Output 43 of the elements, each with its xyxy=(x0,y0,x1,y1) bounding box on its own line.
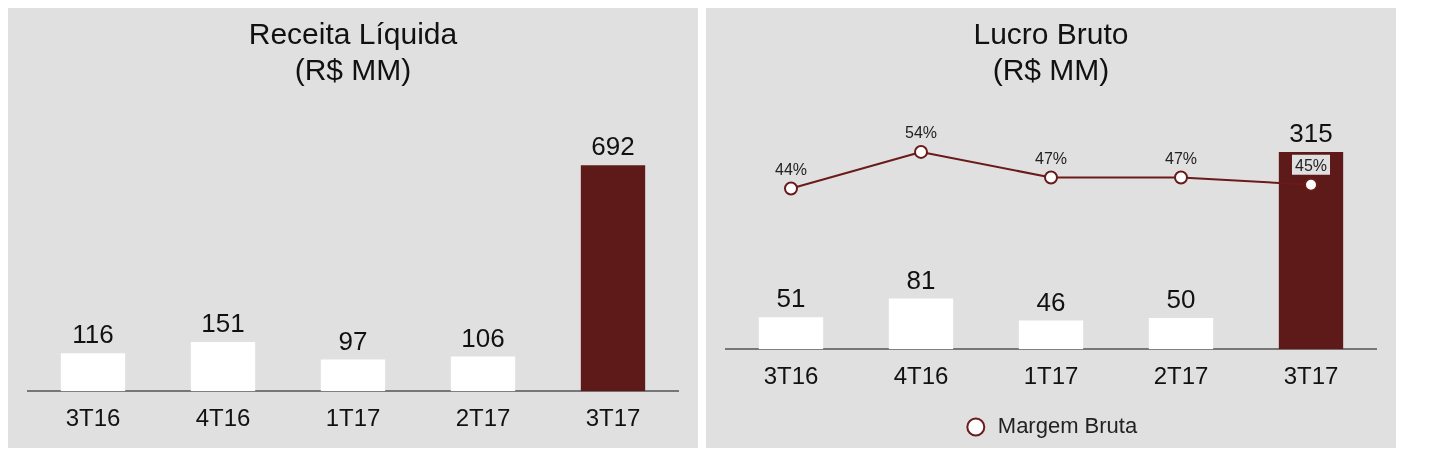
bar xyxy=(580,165,646,392)
x-tick-label: 3T17 xyxy=(585,404,641,432)
x-tick-label: 2T17 xyxy=(1153,362,1209,390)
bar xyxy=(1278,151,1344,350)
point xyxy=(1174,170,1188,185)
legend-label: Margem Bruta xyxy=(997,413,1138,439)
point xyxy=(1304,177,1318,192)
data-label: 97 xyxy=(338,325,368,356)
point xyxy=(914,144,928,159)
bar xyxy=(320,359,386,392)
bar xyxy=(60,353,126,392)
data-label: 116 xyxy=(72,319,114,350)
bar xyxy=(450,356,516,392)
x-tick-label: 3T16 xyxy=(763,362,819,390)
data-label: 81 xyxy=(906,264,936,295)
point xyxy=(784,181,798,196)
data-label: 54% xyxy=(904,124,938,142)
data-label: 44% xyxy=(774,160,808,178)
chart-title: Lucro Bruto (R$ MM) xyxy=(973,17,1129,87)
x-tick-label: 3T16 xyxy=(65,404,121,432)
data-label: 315 xyxy=(1289,118,1333,149)
x-tick-label: 1T17 xyxy=(325,404,381,432)
x-tick-label: 4T16 xyxy=(893,362,949,390)
data-label: 106 xyxy=(461,322,505,353)
data-label: 46 xyxy=(1036,286,1066,317)
data-label: 47% xyxy=(1034,149,1068,167)
data-label: 50 xyxy=(1166,284,1196,315)
data-label: 151 xyxy=(201,308,245,339)
data-label: 51 xyxy=(776,283,806,314)
chart-title: Receita Líquida (R$ MM) xyxy=(248,17,458,87)
data-label: 47% xyxy=(1164,149,1198,167)
bar xyxy=(888,298,954,350)
bar xyxy=(190,341,256,392)
x-tick-label: 1T17 xyxy=(1023,362,1079,390)
data-label: 692 xyxy=(591,131,635,162)
bar xyxy=(1148,317,1214,350)
x-tick-label: 2T17 xyxy=(455,404,511,432)
bar xyxy=(758,317,824,350)
x-tick-label: 4T16 xyxy=(195,404,251,432)
point xyxy=(1044,170,1058,185)
data-label: 45% xyxy=(1294,157,1328,175)
x-tick-label: 3T17 xyxy=(1283,362,1339,390)
bar xyxy=(1018,320,1084,350)
